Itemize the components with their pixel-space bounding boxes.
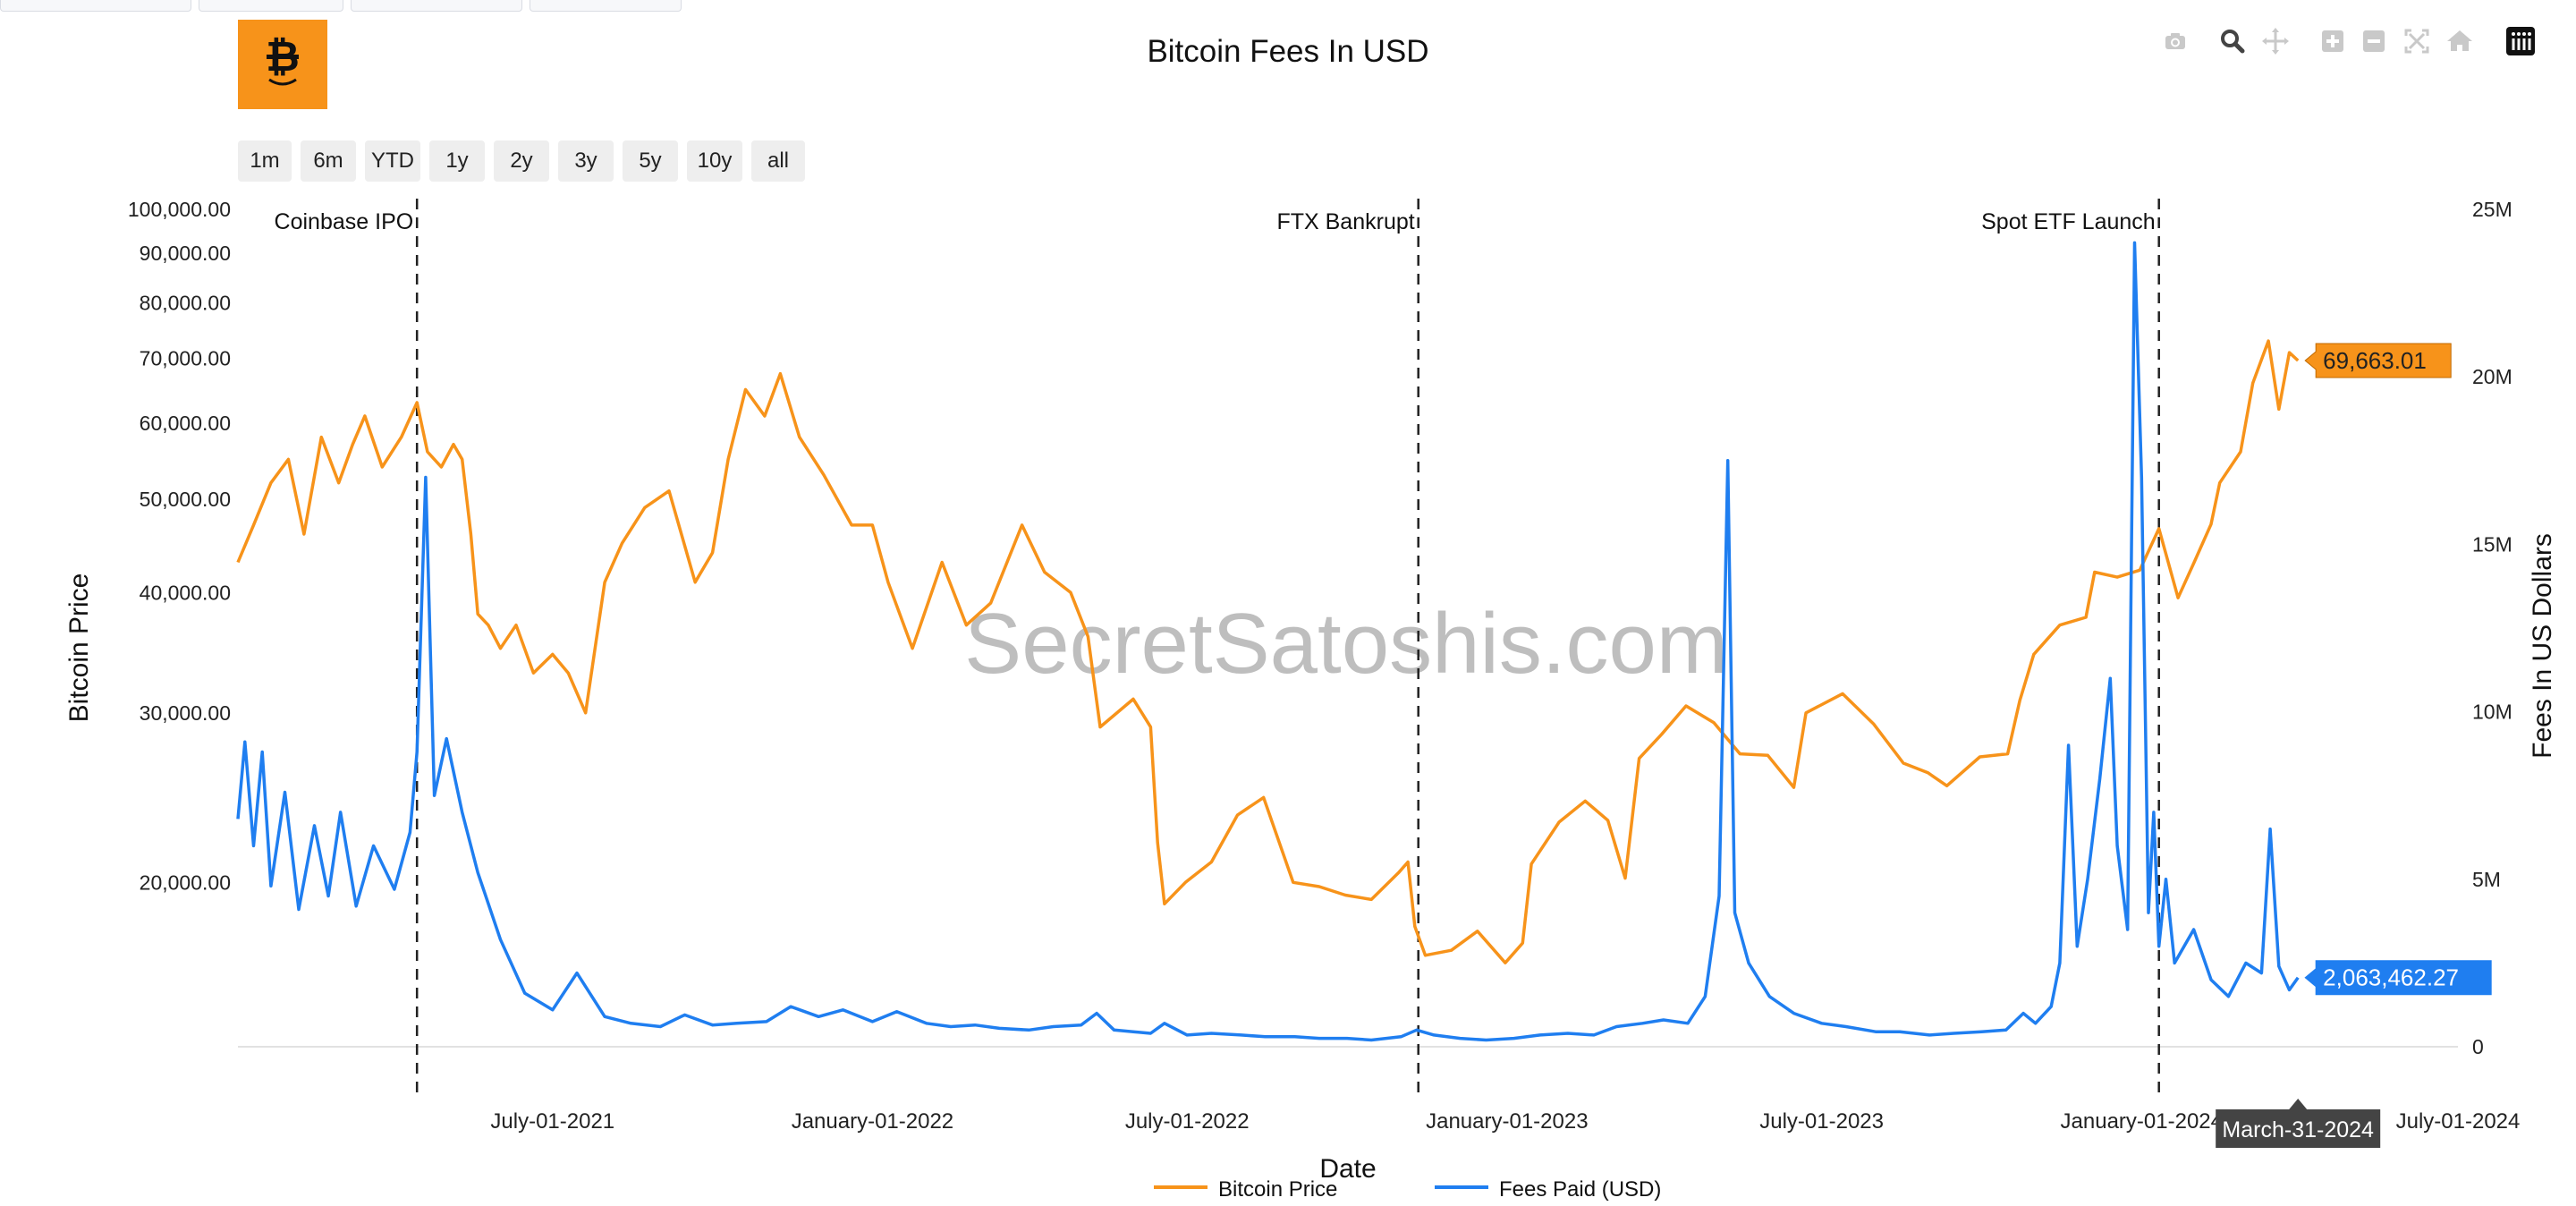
zoom-icon[interactable] — [2213, 21, 2252, 61]
event-label: Spot ETF Launch — [1981, 209, 2156, 234]
last-value-label: 2,063,462.27 — [2323, 964, 2459, 991]
range-button-ytd[interactable]: YTD — [365, 140, 420, 182]
plotly-logo-icon[interactable] — [2501, 21, 2540, 61]
right-tick-label: 20M — [2472, 365, 2512, 388]
tab-stub[interactable] — [199, 0, 343, 12]
last-value-badge — [2304, 960, 2492, 996]
x-tick-label: January-01-2023 — [1426, 1109, 1588, 1134]
zoom-in-icon[interactable] — [2313, 21, 2352, 61]
x-tick-label: January-01-2024 — [2061, 1109, 2223, 1134]
browser-tab-strip — [0, 0, 805, 13]
y-axis-title-left: Bitcoin Price — [64, 573, 94, 723]
right-tick-label: 0 — [2472, 1035, 2484, 1058]
x-tick-label: July-01-2024 — [2396, 1109, 2521, 1134]
x-axis-title: Date — [1319, 1154, 1376, 1184]
autoscale-icon[interactable] — [2397, 21, 2436, 61]
left-tick-label: 90,000.00 — [140, 242, 231, 265]
range-button-all[interactable]: all — [751, 140, 805, 182]
left-tick-label: 50,000.00 — [140, 488, 231, 511]
hover-x-badge — [2216, 1099, 2381, 1148]
right-tick-label: 25M — [2472, 198, 2512, 221]
tab-stub[interactable] — [351, 0, 522, 12]
range-button-1y[interactable]: 1y — [429, 140, 485, 182]
secret-satoshis-logo: ₿ — [238, 20, 327, 109]
watermark: SecretSatoshis.com — [964, 596, 1728, 692]
chart-title: Bitcoin Fees In USD — [1147, 34, 1429, 69]
left-tick-label: 20,000.00 — [140, 871, 231, 894]
tab-stub[interactable] — [0, 0, 191, 12]
left-tick-label: 60,000.00 — [140, 412, 231, 435]
left-tick-label: 70,000.00 — [140, 347, 231, 370]
last-value-label: 69,663.01 — [2323, 347, 2427, 374]
x-tick-label: July-01-2022 — [1125, 1109, 1250, 1134]
reset-home-icon[interactable] — [2440, 21, 2479, 61]
left-tick-label: 80,000.00 — [140, 291, 231, 314]
pan-icon[interactable] — [2256, 21, 2295, 61]
last-value-badge — [2304, 343, 2452, 378]
left-tick-label: 40,000.00 — [140, 581, 231, 604]
range-button-5y[interactable]: 5y — [623, 140, 678, 182]
range-button-3y[interactable]: 3y — [558, 140, 614, 182]
x-tick-label: July-01-2023 — [1759, 1109, 1884, 1134]
x-tick-label: July-01-2021 — [490, 1109, 614, 1134]
left-tick-label: 100,000.00 — [128, 198, 231, 221]
x-tick-label: January-01-2022 — [792, 1109, 953, 1134]
series-line-bitcoin-price — [236, 339, 2300, 964]
hover-x-label: March-31-2024 — [2222, 1117, 2374, 1142]
tab-stub[interactable] — [530, 0, 682, 12]
legend-label: Bitcoin Price — [1218, 1177, 1337, 1202]
legend-label: Fees Paid (USD) — [1499, 1177, 1661, 1202]
range-button-1m[interactable]: 1m — [238, 140, 292, 182]
y-axis-title-right: Fees In US Dollars — [2528, 533, 2557, 759]
zoom-out-icon[interactable] — [2354, 21, 2394, 61]
range-button-2y[interactable]: 2y — [494, 140, 549, 182]
right-tick-label: 15M — [2472, 532, 2512, 556]
camera-icon[interactable] — [2156, 21, 2195, 61]
range-button-10y[interactable]: 10y — [687, 140, 742, 182]
event-label: Coinbase IPO — [275, 209, 414, 234]
series-line-fees-paid — [236, 241, 2300, 1042]
bitcoin-face-icon: ₿ — [266, 33, 300, 86]
right-tick-label: 10M — [2472, 701, 2512, 724]
right-tick-label: 5M — [2472, 868, 2501, 891]
range-button-6m[interactable]: 6m — [301, 140, 356, 182]
left-tick-label: 30,000.00 — [140, 701, 231, 725]
event-label: FTX Bankrupt — [1276, 209, 1414, 234]
modebar — [2156, 21, 2576, 61]
